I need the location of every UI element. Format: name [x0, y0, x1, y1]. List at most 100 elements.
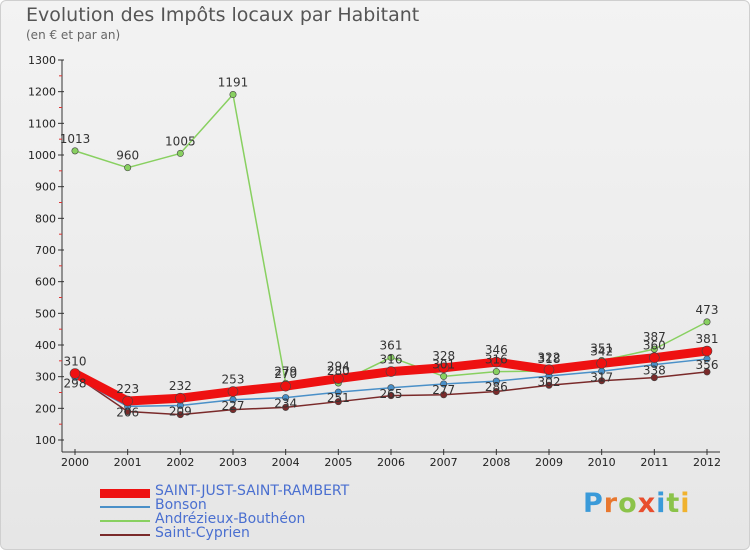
data-label-2: 1191 [218, 76, 249, 90]
series-point-3 [492, 388, 500, 396]
series-point-3 [229, 406, 237, 414]
data-label-1: 206 [116, 405, 139, 419]
data-label-1: 209 [169, 404, 192, 418]
series-point-0 [69, 368, 81, 379]
series-point-0 [227, 386, 239, 397]
data-label-0: 328 [432, 349, 455, 363]
x-tick-label: 2009 [535, 456, 563, 469]
series-point-0 [543, 364, 555, 376]
series-point-3 [282, 403, 290, 411]
logo-letter: P [583, 488, 604, 519]
data-label-0: 346 [485, 343, 508, 357]
data-label-2: 301 [432, 357, 455, 371]
series-point-3 [545, 381, 553, 389]
series-point-0 [701, 345, 713, 357]
y-tick-label: 100 [35, 434, 56, 447]
y-tick-label: 600 [35, 276, 56, 289]
series-point-3 [598, 377, 606, 385]
series-point-0 [438, 362, 449, 374]
data-label-2: 279 [274, 364, 297, 378]
data-label-1: 251 [327, 391, 350, 405]
data-label-1: 302 [538, 375, 561, 389]
series-point-2 [124, 164, 132, 172]
x-tick-label: 2006 [377, 456, 405, 469]
y-tick-label: 900 [35, 181, 56, 194]
data-label-2: 960 [116, 149, 139, 163]
data-label-2: 351 [590, 342, 613, 356]
data-label-0: 316 [380, 353, 403, 367]
data-label-2: 280 [327, 364, 350, 378]
data-label-0: 253 [222, 373, 245, 387]
data-label-1: 338 [643, 364, 666, 378]
x-tick-label: 2000 [61, 456, 89, 469]
y-tick-label: 500 [35, 307, 56, 320]
data-label-2: 1013 [60, 132, 91, 146]
legend-label: Saint-Cyprien [155, 525, 250, 541]
y-tick-label: 200 [35, 402, 56, 415]
series-point-0 [491, 356, 502, 368]
x-tick-label: 2008 [482, 456, 510, 469]
y-tick-label: 1200 [28, 86, 56, 99]
series-point-2 [229, 91, 237, 99]
series-point-0 [175, 392, 186, 404]
data-label-0: 342 [590, 344, 613, 358]
data-label-2: 1005 [165, 134, 196, 148]
y-tick-label: 1000 [28, 149, 56, 162]
data-label-0: 223 [116, 382, 139, 396]
series-point-3 [440, 391, 448, 399]
logo-letter: r [603, 488, 619, 519]
series-point-0 [122, 395, 133, 407]
logo-letter: i [656, 488, 667, 519]
logo-letter: o [618, 488, 638, 519]
series-point-1 [440, 380, 448, 388]
data-label-0: 310 [64, 355, 87, 369]
series-point-2 [703, 318, 711, 326]
series-point-0 [385, 366, 397, 377]
x-tick-label: 2004 [272, 456, 300, 469]
series-point-2 [492, 368, 500, 376]
legend-swatch [100, 534, 150, 536]
logo-letter: x [637, 488, 657, 519]
data-label-1: 356 [696, 358, 719, 372]
series-point-2 [440, 372, 448, 380]
x-tick-label: 2003 [219, 456, 247, 469]
x-tick-label: 2010 [588, 456, 616, 469]
series-point-1 [334, 388, 342, 396]
logo-letter: i [680, 488, 691, 519]
data-label-0: 232 [169, 379, 192, 393]
data-label-1: 234 [274, 397, 297, 411]
series-point-0 [333, 373, 344, 384]
data-label-2: 316 [485, 353, 508, 367]
data-label-1: 265 [380, 387, 403, 401]
data-label-0: 381 [696, 332, 719, 346]
data-label-1: 317 [590, 370, 613, 384]
x-tick-label: 2007 [430, 456, 458, 469]
logo-letter: t [666, 488, 681, 519]
series-point-3 [387, 392, 395, 400]
series-point-3 [703, 368, 711, 376]
series-point-3 [176, 411, 184, 419]
chart-title: Evolution des Impôts locaux par Habitant [26, 4, 420, 26]
legend-label: Bonson [155, 497, 207, 513]
legend-swatch [100, 488, 150, 498]
y-tick-label: 1100 [28, 117, 56, 130]
legend-swatch [100, 506, 150, 508]
data-label-0: 270 [274, 367, 297, 381]
data-label-2: 473 [696, 303, 719, 317]
data-label-0: 294 [327, 360, 350, 374]
data-label-2: 318 [538, 352, 561, 366]
data-label-1: 298 [64, 376, 87, 390]
y-tick-label: 300 [35, 371, 56, 384]
x-tick-label: 2002 [166, 456, 194, 469]
series-point-0 [280, 380, 291, 392]
y-tick-label: 800 [35, 212, 56, 225]
series-point-1 [492, 377, 500, 385]
data-label-1: 286 [485, 380, 508, 394]
series-point-0 [596, 358, 607, 369]
chart-subtitle: (en € et par an) [26, 28, 121, 42]
series-point-2 [387, 353, 395, 361]
proxiti-logo: Proxiti [583, 488, 691, 519]
data-label-1: 227 [222, 399, 245, 413]
